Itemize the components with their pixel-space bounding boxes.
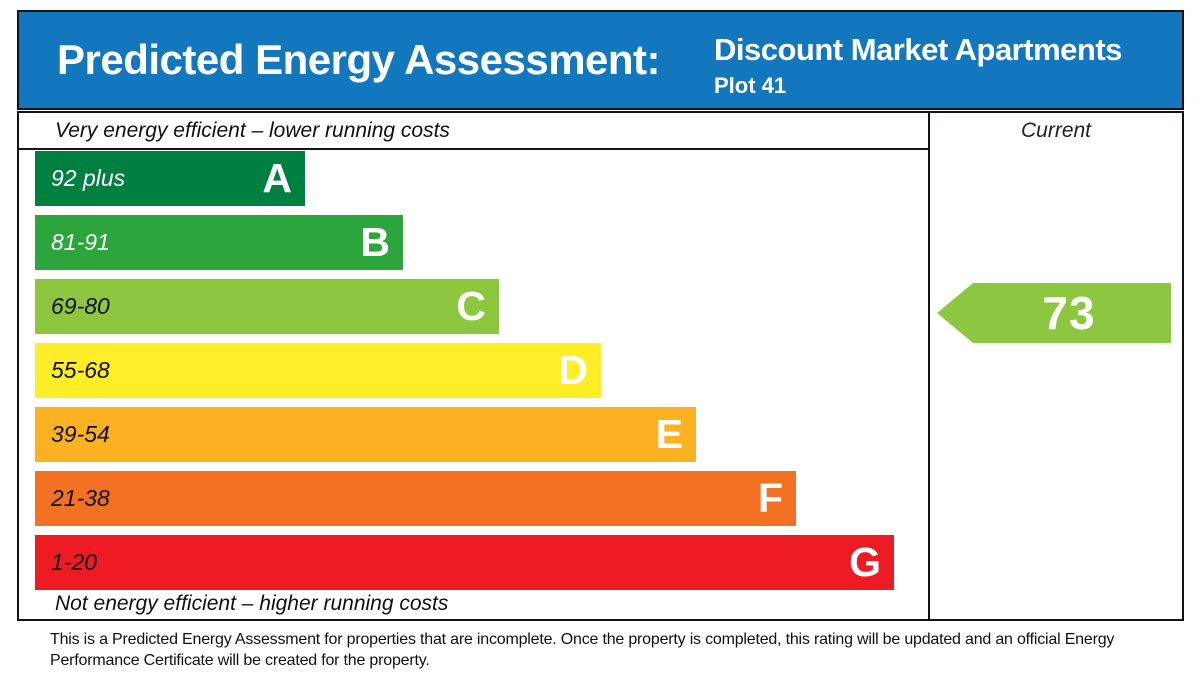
- band-bar: 39-54 E: [35, 407, 696, 462]
- band-row-c: 69-80 C: [35, 279, 894, 334]
- band-letter: E: [655, 411, 683, 457]
- caption-rule: [19, 148, 928, 150]
- band-list: 92 plus A 81-91 B 69-80 C 55-68 D 39-54: [35, 151, 894, 599]
- band-bar: 69-80 C: [35, 279, 499, 334]
- property-name: Discount Market Apartments: [714, 32, 1122, 67]
- property-block: Discount Market Apartments Plot 41: [714, 32, 1122, 99]
- header-banner: Predicted Energy Assessment: Discount Ma…: [17, 10, 1184, 110]
- band-row-d: 55-68 D: [35, 343, 894, 398]
- band-row-e: 39-54 E: [35, 407, 894, 462]
- band-range-label: 69-80: [51, 293, 110, 319]
- bottom-caption: Not energy efficient – higher running co…: [55, 592, 449, 615]
- plot-number: Plot 41: [714, 73, 787, 98]
- band-range-label: 81-91: [51, 229, 110, 255]
- band-range-label: 55-68: [51, 357, 110, 383]
- band-row-a: 92 plus A: [35, 151, 894, 206]
- band-letter: B: [360, 219, 390, 265]
- band-bar: 1-20 G: [35, 535, 894, 590]
- band-bar: 81-91 B: [35, 215, 403, 270]
- band-bar: 92 plus A: [35, 151, 305, 206]
- band-range-label: 92 plus: [51, 165, 126, 191]
- band-letter: D: [558, 347, 588, 393]
- band-bar: 21-38 F: [35, 471, 796, 526]
- current-rating-value: 73: [1042, 287, 1096, 339]
- band-row-f: 21-38 F: [35, 471, 894, 526]
- band-letter: A: [262, 155, 292, 201]
- band-letter: F: [757, 475, 783, 521]
- column-divider: [928, 113, 930, 619]
- footnote-text: This is a Predicted Energy Assessment fo…: [50, 631, 1115, 669]
- current-rating-arrow: 73: [937, 283, 1171, 343]
- top-caption: Very energy efficient – lower running co…: [55, 119, 450, 142]
- band-letter: C: [456, 283, 486, 329]
- band-range-label: 1-20: [51, 549, 98, 575]
- band-bar: 55-68 D: [35, 343, 601, 398]
- band-range-label: 21-38: [51, 485, 110, 511]
- band-row-b: 81-91 B: [35, 215, 894, 270]
- band-range-label: 39-54: [51, 421, 110, 447]
- band-row-g: 1-20 G: [35, 535, 894, 590]
- band-letter: G: [849, 539, 881, 585]
- epc-chart: Very energy efficient – lower running co…: [17, 111, 1184, 621]
- page-title: Predicted Energy Assessment:: [57, 36, 661, 83]
- current-column-label: Current: [1020, 119, 1092, 142]
